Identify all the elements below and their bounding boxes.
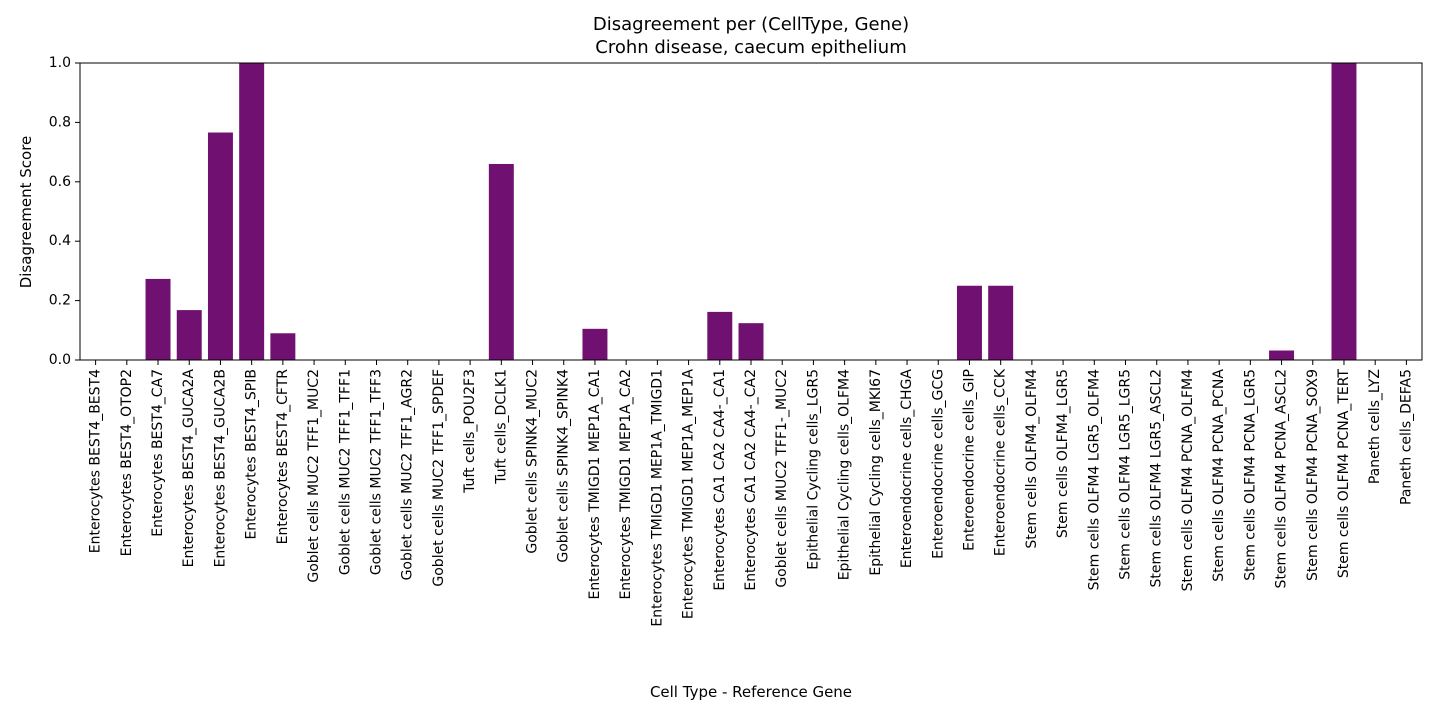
bars-group [145,63,1357,360]
bar [239,63,265,360]
x-tick-label: Enterocytes BEST4_OTOP2 [119,369,135,556]
x-tick-label: Stem cells OLFM4 LGR5_ASCL2 [1149,369,1165,587]
x-tick-label: Goblet cells MUC2 TFF1_MUC2 [306,369,322,583]
bar [582,328,608,360]
x-tick-label: Stem cells OLFM4 LGR5_LGR5 [1118,369,1134,580]
x-tick-label: Enterocytes CA1 CA2 CA4-_CA2 [743,369,759,591]
chart-title: Disagreement per (CellType, Gene) [593,14,909,35]
x-tick-label: Enterocytes CA1 CA2 CA4-_CA1 [712,369,728,591]
bar [1331,63,1357,360]
x-tick-label: Enterocytes BEST4_SPIB [244,369,260,540]
x-tick-label: Enterocytes BEST4_GUCA2B [212,369,228,567]
x-tick-label: Goblet cells SPINK4_MUC2 [525,369,541,554]
x-tick-label: Epithelial Cycling cells_OLFM4 [837,369,853,580]
x-tick-label: Enterocytes TMIGD1 MEP1A_CA2 [618,369,634,600]
x-tick-label: Enteroendocrine cells_CHGA [899,369,915,569]
bar [738,323,764,360]
x-tick-label: Enterocytes BEST4_GUCA2A [181,369,197,568]
chart-subtitle: Crohn disease, caecum epithelium [595,37,906,58]
x-tick-label: Epithelial Cycling cells_MKI67 [868,369,884,576]
x-axis-ticks: Enterocytes BEST4_BEST4 Enterocytes BEST4… [88,360,1414,627]
x-tick-label: Enteroendocrine cells_GCG [930,369,946,559]
x-tick-label: Stem cells OLFM4 PCNA_ASCL2 [1274,369,1290,588]
bar [988,285,1014,360]
y-tick-label: 0.2 [49,293,71,309]
x-tick-label: Enterocytes TMIGD1 MEP1A_TMIGD1 [649,369,665,627]
x-tick-label: Stem cells OLFM4 PCNA_LGR5 [1242,369,1258,581]
x-tick-label: Enterocytes TMIGD1 MEP1A_MEP1A [681,369,697,620]
bar [270,333,296,360]
y-axis-ticks: 0.0 0.2 0.4 0.6 0.8 1.0 [49,55,80,368]
x-tick-label: Stem cells OLFM4 PCNA_PCNA [1211,369,1227,582]
bar [145,278,171,360]
y-tick-label: 0.4 [49,233,71,249]
x-tick-label: Tuft cells_DCLK1 [493,369,509,485]
x-tick-label: Enterocytes BEST4_BEST4 [88,369,104,553]
x-tick-label: Paneth cells_DEFA5 [1398,369,1414,505]
x-tick-label: Stem cells OLFM4 PCNA_SOX9 [1305,369,1321,581]
y-axis-label: Disagreement Score [17,136,35,289]
bar [956,285,982,360]
x-tick-label: Goblet cells SPINK4_SPINK4 [556,369,572,563]
bar [707,311,733,360]
bar [207,132,233,360]
x-tick-label: Epithelial Cycling cells_LGR5 [805,369,821,570]
x-tick-label: Stem cells OLFM4 LGR5_OLFM4 [1086,369,1102,590]
x-tick-label: Enteroendocrine cells_CCK [993,368,1009,556]
bar [488,163,514,360]
x-tick-label: Stem cells OLFM4 PCNA_TERT [1336,369,1352,579]
x-tick-label: Goblet cells MUC2 TFF1_SPDEF [431,369,447,587]
plot-area-frame [79,62,1423,361]
x-tick-label: Paneth cells_LYZ [1367,369,1383,484]
x-tick-label: Enteroendocrine cells_GIP [961,369,977,551]
x-tick-label: Goblet cells MUC2 TFF1_TFF1 [337,369,353,575]
x-tick-label: Goblet cells MUC2 TFF1_TFF3 [368,369,384,575]
x-tick-label: Enterocytes BEST4_CA7 [150,369,166,537]
y-tick-label: 1.0 [49,55,71,71]
x-tick-label: Goblet cells MUC2 TFF1-_MUC2 [774,369,790,588]
x-tick-label: Tuft cells_POU2F3 [462,369,478,494]
x-tick-label: Stem cells OLFM4_OLFM4 [1024,369,1040,549]
x-axis-label: Cell Type - Reference Gene [650,683,852,701]
x-tick-label: Enterocytes TMIGD1 MEP1A_CA1 [587,369,603,600]
x-tick-label: Stem cells OLFM4 PCNA_OLFM4 [1180,369,1196,591]
y-tick-label: 0.8 [49,114,71,130]
y-tick-label: 0.0 [49,352,71,368]
x-tick-label: Enterocytes BEST4_CFTR [275,369,291,545]
bar [176,310,202,360]
x-tick-label: Goblet cells MUC2 TFF1_AGR2 [400,369,416,580]
y-tick-label: 0.6 [49,174,71,190]
x-tick-label: Stem cells OLFM4_LGR5 [1055,369,1071,538]
bar [1269,350,1295,360]
